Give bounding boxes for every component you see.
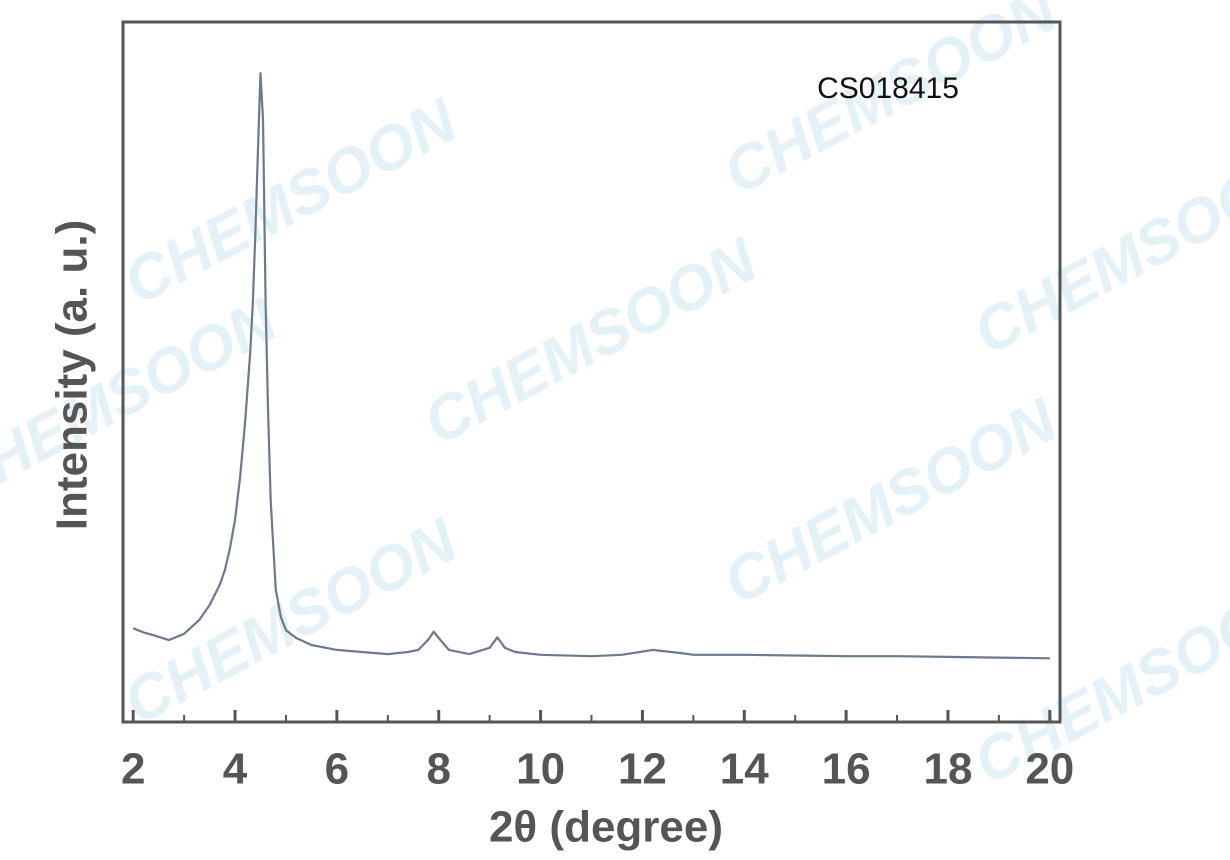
- x-tick-label: 10: [516, 745, 565, 794]
- watermark: CHEMSOON: [113, 85, 469, 318]
- watermark: CHEMSOON: [963, 135, 1230, 368]
- x-tick-label: 20: [1025, 745, 1074, 794]
- x-tick-label: 8: [426, 745, 450, 794]
- x-tick-label: 6: [325, 745, 349, 794]
- x-tick-label: 4: [223, 745, 248, 794]
- x-tick-label: 18: [923, 745, 972, 794]
- x-tick-label: 12: [618, 745, 667, 794]
- xrd-line: [132, 72, 1050, 660]
- y-axis-label: Intensity (a. u.): [48, 220, 97, 530]
- x-axis-label: 2θ (degree): [489, 803, 723, 852]
- watermarks: CHEMSOONCHEMSOONCHEMSOONCHEMSOONCHEMSOON…: [0, 0, 1230, 798]
- watermark: CHEMSOON: [113, 505, 469, 738]
- x-tick-label: 2: [121, 745, 145, 794]
- watermark: CHEMSOON: [413, 225, 769, 458]
- x-tick-label: 16: [822, 745, 871, 794]
- x-tick-label: 14: [720, 745, 769, 794]
- watermark: CHEMSOON: [963, 565, 1230, 798]
- watermark: CHEMSOON: [713, 385, 1069, 618]
- watermark: CHEMSOON: [0, 285, 289, 518]
- annotation: CS018415: [817, 72, 959, 105]
